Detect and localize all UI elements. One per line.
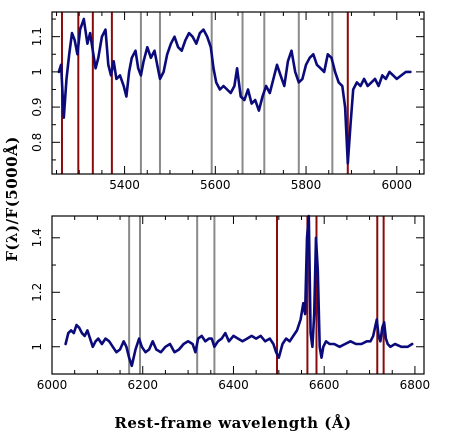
plot-frame xyxy=(51,11,425,175)
y-tick-label: 1.2 xyxy=(30,283,44,302)
x-tick-label: 5800 xyxy=(291,178,322,192)
x-tick-label: 6200 xyxy=(127,378,158,392)
x-tick-label: 6800 xyxy=(400,378,431,392)
spectrum-series-line xyxy=(64,214,414,368)
x-tick-label: 6600 xyxy=(309,378,340,392)
x-tick-label: 6400 xyxy=(218,378,249,392)
x-tick-label: 6000 xyxy=(382,178,413,192)
y-tick-label: 1 xyxy=(30,343,44,351)
x-tick-label: 5600 xyxy=(200,178,231,192)
x-tick-label: 5400 xyxy=(109,178,140,192)
y-tick-label: 1 xyxy=(30,68,44,76)
top-panel: 5400 5600 5800 6000 0.8 0.9 1 1.1 xyxy=(30,11,425,192)
y-tick-label: 1.4 xyxy=(30,228,44,247)
spectrum-series-line xyxy=(57,17,412,165)
bottom-panel: 6000 6200 6400 6600 6800 1 1.2 1.4 xyxy=(30,214,431,392)
y-tick-label: 0.8 xyxy=(30,133,44,152)
y-tick-label: 1.1 xyxy=(30,27,44,46)
x-axis-title: Rest-frame wavelength (Å) xyxy=(114,414,351,432)
y-tick-label: 0.9 xyxy=(30,98,44,117)
plot-frame xyxy=(51,215,425,375)
x-tick-label: 6000 xyxy=(37,378,68,392)
y-axis-title: F(λ)/F(5000Å) xyxy=(3,136,21,262)
